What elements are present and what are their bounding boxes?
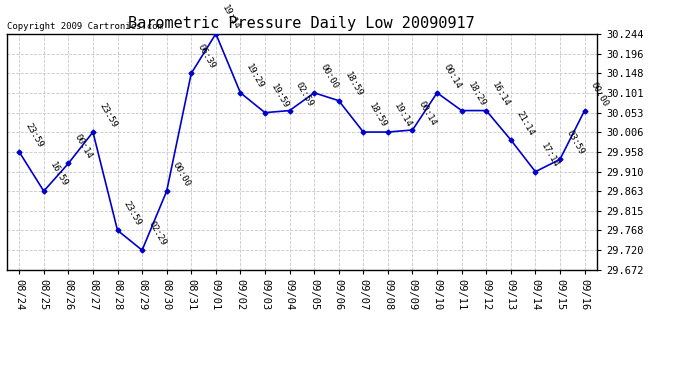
Text: 00:14: 00:14 <box>441 62 462 90</box>
Text: 18:59: 18:59 <box>368 102 388 129</box>
Text: 00:14: 00:14 <box>72 133 94 160</box>
Text: 16:59: 16:59 <box>48 160 69 188</box>
Text: 23:59: 23:59 <box>97 102 118 129</box>
Text: 18:59: 18:59 <box>343 70 364 98</box>
Text: 23:59: 23:59 <box>23 122 45 149</box>
Text: 16:14: 16:14 <box>491 80 511 108</box>
Text: 19:14: 19:14 <box>392 102 413 129</box>
Text: 19:14: 19:14 <box>220 3 242 31</box>
Text: 17:14: 17:14 <box>540 141 561 169</box>
Text: 02:29: 02:29 <box>146 220 168 248</box>
Text: 00:00: 00:00 <box>171 160 192 188</box>
Text: 00:00: 00:00 <box>318 62 339 90</box>
Text: 02:59: 02:59 <box>294 80 315 108</box>
Text: 19:59: 19:59 <box>269 82 290 110</box>
Text: Copyright 2009 Cartronics.com: Copyright 2009 Cartronics.com <box>7 22 163 32</box>
Text: 21:14: 21:14 <box>515 110 536 137</box>
Text: 23:59: 23:59 <box>121 200 143 228</box>
Text: 19:29: 19:29 <box>244 62 266 90</box>
Text: 03:59: 03:59 <box>564 129 585 156</box>
Text: 00:00: 00:00 <box>589 80 610 108</box>
Text: 18:29: 18:29 <box>466 80 487 108</box>
Text: 06:39: 06:39 <box>195 43 217 70</box>
Title: Barometric Pressure Daily Low 20090917: Barometric Pressure Daily Low 20090917 <box>128 16 475 31</box>
Text: 00:14: 00:14 <box>417 99 438 127</box>
